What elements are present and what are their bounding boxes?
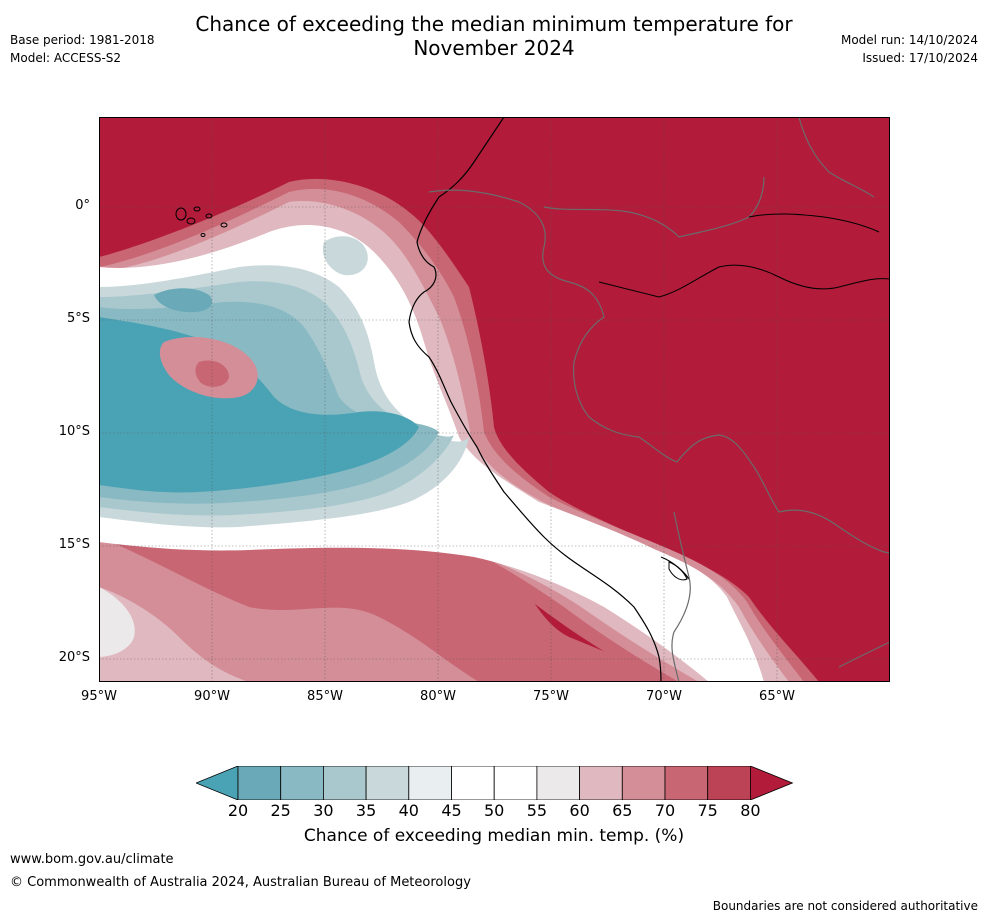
colorbar-tick-label: 30 xyxy=(313,801,334,820)
lon-label-65w: 65°W xyxy=(759,689,795,704)
amazon-river xyxy=(598,264,890,298)
base-period: Base period: 1981-2018 xyxy=(10,33,155,47)
colorbar-tick-label: 55 xyxy=(526,801,548,820)
colorbar-tick-label: 65 xyxy=(612,801,633,820)
colorbar-segment xyxy=(707,766,751,800)
meta-left: Base period: 1981-2018 Model: ACCESS-S2 xyxy=(10,31,155,67)
lon-label-95w: 95°W xyxy=(81,689,117,704)
southern-light-pink-zone xyxy=(99,537,479,682)
colorbar-tick-label: 40 xyxy=(398,801,419,820)
probability-map xyxy=(99,117,890,682)
lat-label-20s: 20°S xyxy=(58,650,90,665)
colorbar-tick-label: 70 xyxy=(654,801,676,820)
colorbar-tick-label: 80 xyxy=(740,801,761,820)
colorbar-segment xyxy=(579,766,623,800)
colorbar-tick-label: 20 xyxy=(227,801,249,820)
southern-pale-zone xyxy=(99,587,249,682)
lat-label-15s: 15°S xyxy=(58,537,90,552)
title-line-2: November 2024 xyxy=(413,36,575,60)
lon-label-85w: 85°W xyxy=(307,689,343,704)
colorbar-segments xyxy=(196,766,794,800)
galapagos-islands xyxy=(175,206,228,237)
colorbar-segment xyxy=(536,766,580,800)
lake-titicaca xyxy=(668,561,688,581)
colorbar-segment xyxy=(664,766,709,800)
colorbar xyxy=(196,766,794,800)
issued-date: Issued: 17/10/2024 xyxy=(862,51,978,65)
footer-note: Boundaries are not considered authoritat… xyxy=(712,899,978,913)
lon-label-80w: 80°W xyxy=(420,689,456,704)
page-title: Chance of exceeding the median minimum t… xyxy=(0,12,988,60)
lat-label-5s: 5°S xyxy=(66,311,90,326)
pale-blue-patch-north xyxy=(322,236,368,276)
southern-white-patch xyxy=(99,587,135,657)
colorbar-segment xyxy=(493,766,538,800)
map-frame xyxy=(99,117,890,682)
lon-label-75w: 75°W xyxy=(533,689,569,704)
colorbar-segment xyxy=(280,766,324,800)
colorbar-arrow-low xyxy=(196,766,239,800)
colorbar-segment xyxy=(365,766,410,800)
colorbar-segment xyxy=(237,766,282,800)
colorbar-tick-label: 60 xyxy=(569,801,590,820)
map-gridlines xyxy=(99,117,890,682)
colorbar-segment xyxy=(621,766,666,800)
lon-label-70w: 70°W xyxy=(646,689,682,704)
colorbar-label: Chance of exceeding median min. temp. (%… xyxy=(303,826,685,846)
meta-right: Model run: 14/10/2024 Issued: 17/10/2024 xyxy=(841,31,978,67)
lat-label-10s: 10°S xyxy=(58,424,90,439)
coastline xyxy=(408,117,662,682)
model-run: Model run: 14/10/2024 xyxy=(840,33,978,47)
colorbar-tick-label: 25 xyxy=(270,801,291,820)
title-line-1: Chance of exceeding the median minimum t… xyxy=(195,12,793,36)
lon-label-90w: 90°W xyxy=(194,689,230,704)
colorbar-arrow-high xyxy=(750,766,794,800)
colorbar-segment xyxy=(408,766,452,800)
country-borders xyxy=(428,117,890,682)
footer-url[interactable]: www.bom.gov.au/climate xyxy=(10,852,174,867)
colorbar-tick-label: 35 xyxy=(355,801,377,820)
model-name: Model: ACCESS-S2 xyxy=(10,51,122,65)
colorbar-tick-label: 45 xyxy=(441,801,462,820)
colorbar-segment xyxy=(323,766,367,800)
colorbar-segment xyxy=(451,766,495,800)
cold-patch-north xyxy=(154,288,213,313)
colorbar-tick-label: 75 xyxy=(697,801,718,820)
rio-negro xyxy=(748,213,880,233)
footer-copyright: © Commonwealth of Australia 2024, Austra… xyxy=(10,875,471,890)
colorbar-tick-label: 50 xyxy=(484,801,505,820)
lat-label-0: 0° xyxy=(75,198,90,213)
